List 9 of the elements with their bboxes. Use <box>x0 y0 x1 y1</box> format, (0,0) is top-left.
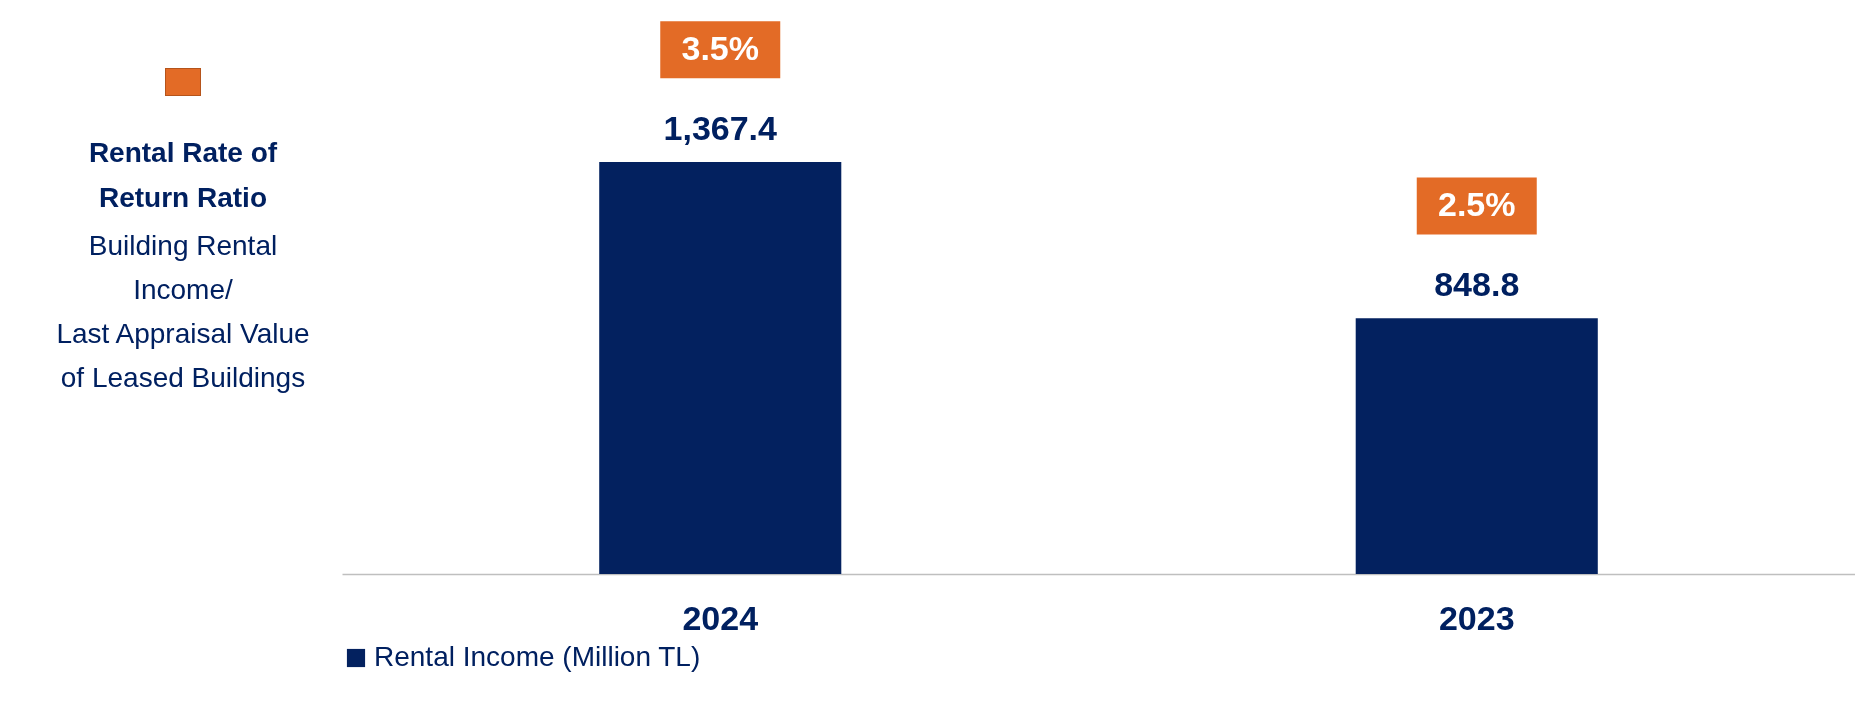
data-label: 1,367.4 <box>663 109 778 147</box>
annotation: 2.5% <box>1438 185 1516 224</box>
x-tick-label: 2023 <box>1438 598 1515 637</box>
text: 3.5% <box>681 29 759 67</box>
x-tick-label: 2024 <box>682 598 759 637</box>
text: Building Rental Income/ Last Appraisal Value of Leased Buildings <box>55 229 311 395</box>
text: Rental Rate of Return Ratio <box>87 136 279 215</box>
data-label: 848.8 <box>1434 265 1520 304</box>
legend-label: Rental Income (Million TL) <box>374 641 701 672</box>
